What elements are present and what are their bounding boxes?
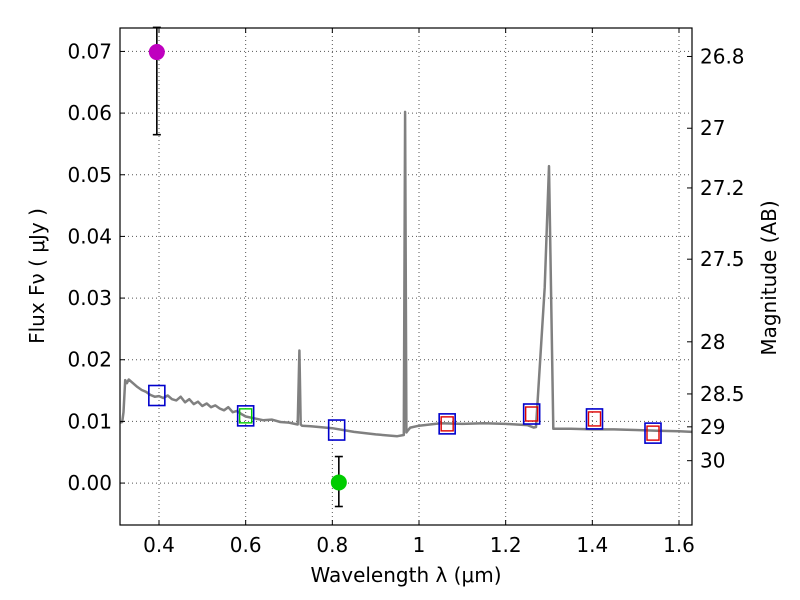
model-photometry-point [438,413,456,435]
observed-photometry-point [440,416,454,432]
y-tick-label: 0.02 [67,348,112,372]
y-axis-right-label: Magnitude (AB) [757,200,781,355]
mag-tick-label: 27.5 [700,247,745,271]
x-tick-label: 1 [413,533,426,557]
x-tick-label: 0.6 [230,533,262,557]
y-tick-label: 0.07 [67,39,112,63]
mag-tick-label: 27.2 [700,176,745,200]
y-tick-label: 0.06 [67,101,112,125]
y-axis-label: Flux Fν ( μJy ) [25,208,49,344]
y-tick-label: 0.05 [67,163,112,187]
model-photometry-point [236,405,255,427]
mag-tick-label: 30 [700,449,725,473]
template-spectrum-layer [119,110,693,438]
y-tick-label: 0.04 [67,224,112,248]
x-tick-label: 1.4 [576,533,608,557]
observed-green-point [238,408,253,424]
observed-photometry-point [524,406,539,422]
y-tick-label: 0.01 [67,409,112,433]
model-photometry-point [644,422,662,444]
mag-tick-label: 29 [700,415,725,439]
error-bar-layer [148,26,347,508]
photometry-marker-layer [148,384,662,444]
template-spectrum-line [119,110,693,438]
x-tick-label: 0.8 [316,533,348,557]
observed-photometry-point [646,425,660,441]
measurement-point [148,44,165,61]
x-axis-label: Wavelength λ (μm) [310,563,501,587]
model-photometry-point [327,419,346,441]
grid-lines [120,28,692,525]
observed-photometry-point [587,411,602,427]
plot-frame [119,27,693,526]
model-photometry-point [522,403,541,425]
x-tick-label: 0.4 [143,533,175,557]
y-tick-label: 0.03 [67,286,112,310]
mag-tick-label: 28.5 [700,382,745,406]
tick-layer: 0.4 0.6 0.8 1 1.2 1.4 1.6 0.00 0.01 0.02 0.03 0.04 0… [67,28,745,557]
x-tick-label: 1.6 [663,533,695,557]
mag-tick-label: 27 [700,116,725,140]
mag-tick-label: 28 [700,330,725,354]
mag-tick-label: 26.8 [700,44,745,68]
model-photometry-point [585,408,604,430]
x-tick-label: 1.2 [490,533,522,557]
measurement-point [330,474,347,491]
y-tick-label: 0.00 [67,471,112,495]
model-photometry-point [148,384,166,407]
